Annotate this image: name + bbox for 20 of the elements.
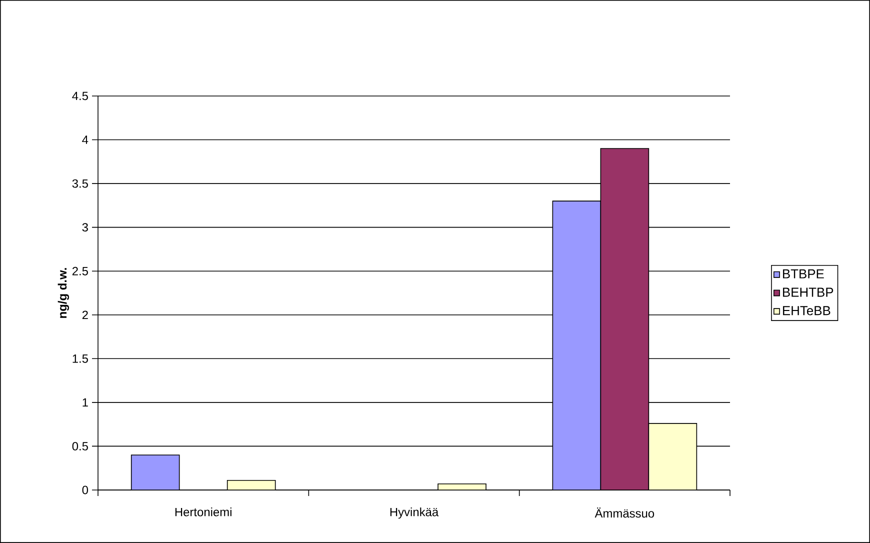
y-tick-label: 0.5 (72, 442, 88, 450)
bar (648, 423, 698, 490)
x-tick-label: Hyvinkää (390, 508, 439, 519)
y-tick-label: 3 (82, 223, 88, 232)
y-tick-label: 3.5 (72, 179, 88, 188)
y-tick-label: 4 (82, 136, 88, 144)
y-tick-label: 4.5 (72, 92, 88, 100)
y-tick-label: 1.5 (72, 354, 88, 363)
x-tick-label: Ämmässuo (594, 508, 654, 518)
bar (130, 454, 180, 490)
y-tick-label: 2.5 (72, 266, 88, 276)
y-tick-label: 0 (82, 486, 88, 494)
x-tick-label: Hertoniemi (175, 508, 232, 516)
y-tick-label: 2 (82, 310, 88, 320)
legend-label: BTBPE (783, 269, 824, 278)
legend-label: EHTeBB (783, 306, 830, 316)
y-axis-title: ng/g d.w. (58, 268, 70, 318)
bar (552, 200, 602, 490)
y-tick-label: 1 (82, 398, 88, 407)
legend-label: BEHTBP (783, 288, 834, 297)
